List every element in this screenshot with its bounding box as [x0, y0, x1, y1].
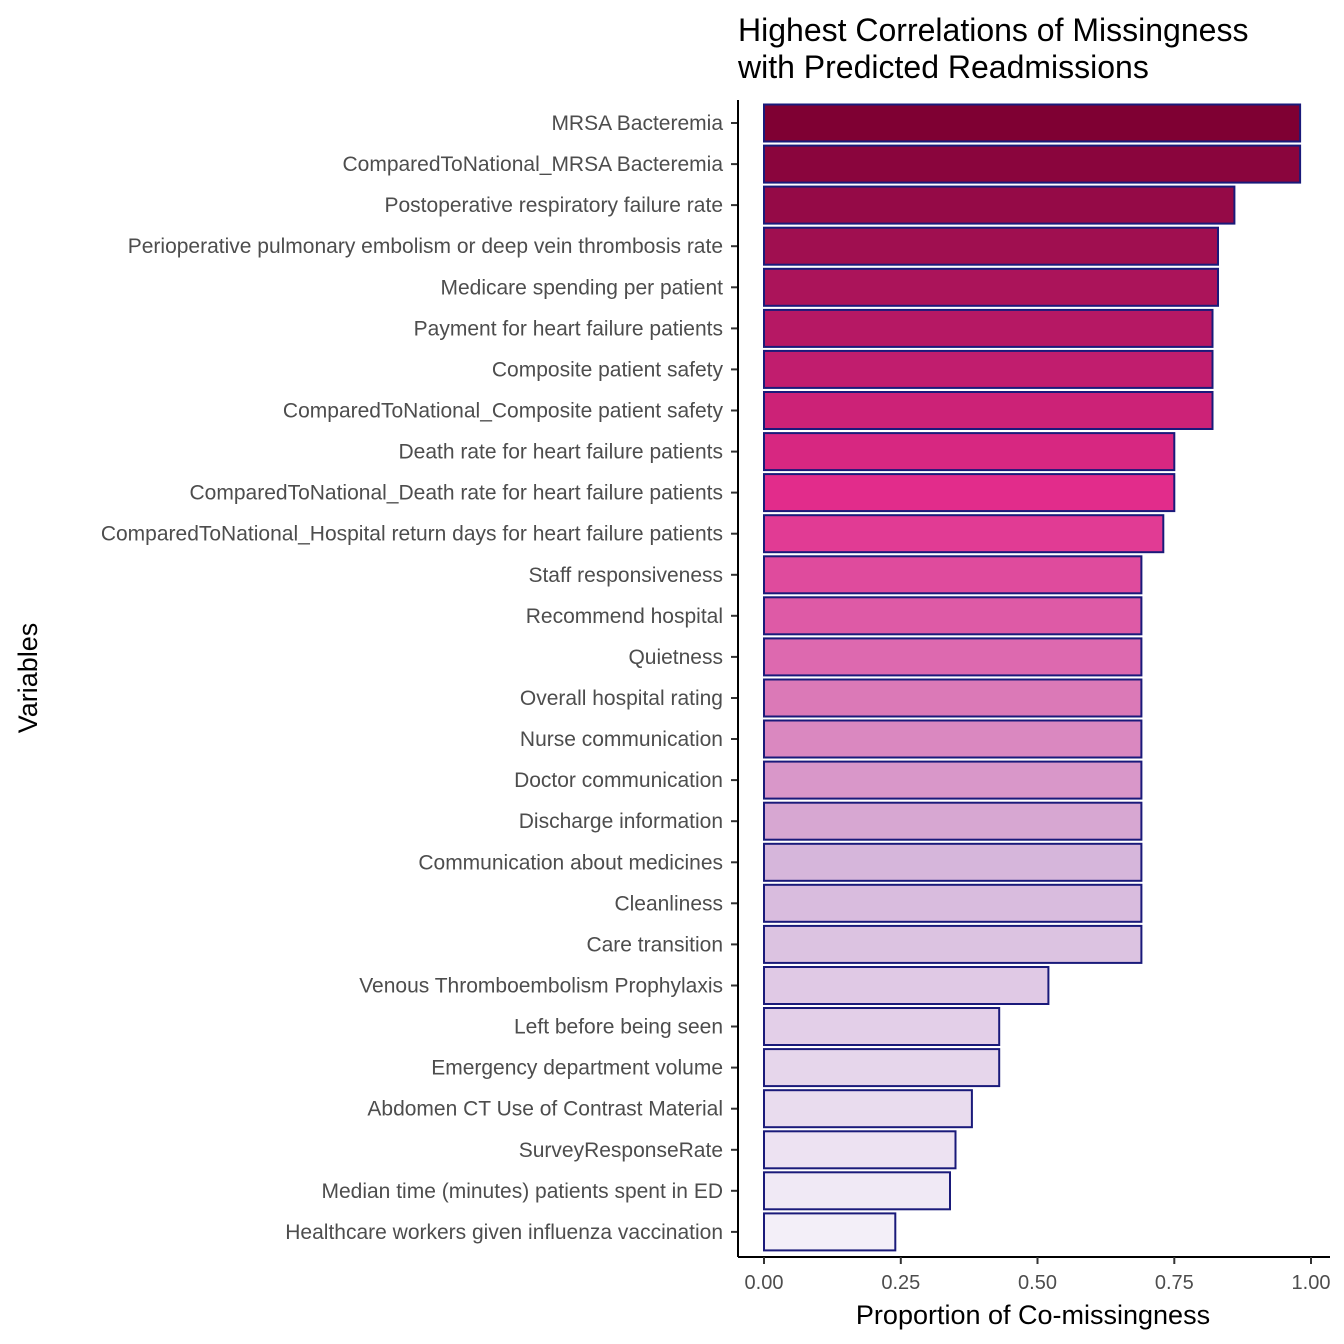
category-label: Staff responsiveness — [528, 564, 723, 587]
category-label: Quietness — [628, 646, 723, 669]
category-label: ComparedToNational_Composite patient saf… — [283, 400, 724, 423]
bar-22 — [763, 966, 1050, 1005]
category-label: Overall hospital rating — [520, 687, 723, 710]
bar-13 — [763, 596, 1143, 636]
category-label: ComparedToNational_Death rate for heart … — [190, 482, 723, 505]
bar-11 — [763, 514, 1165, 554]
category-label: Payment for heart failure patients — [414, 317, 723, 340]
bar-25 — [763, 1089, 973, 1129]
category-label: Medicare spending per patient — [440, 276, 723, 299]
bar-27 — [763, 1171, 951, 1211]
category-label: Cleanliness — [614, 892, 723, 915]
bar-21 — [763, 924, 1143, 964]
bar-26 — [763, 1130, 957, 1170]
y-axis-ticks — [731, 122, 738, 1233]
category-labels: MRSA Bacteremia ComparedToNational_MRSA B… — [101, 112, 724, 1244]
category-label: Emergency department volume — [431, 1057, 723, 1080]
bar-28 — [763, 1212, 897, 1252]
category-label: Communication about medicines — [418, 851, 723, 874]
bar-16 — [763, 719, 1143, 759]
bar-24 — [763, 1048, 1001, 1088]
chart-title-line-1: Highest Correlations of Missingness — [738, 12, 1248, 48]
bar-12 — [763, 555, 1143, 595]
category-label: Recommend hospital — [526, 605, 723, 628]
bar-7 — [763, 349, 1214, 389]
category-label: Composite patient safety — [492, 358, 724, 381]
x-tick-label: 0.25 — [881, 1272, 920, 1294]
category-label: Perioperative pulmonary embolism or deep… — [128, 235, 723, 258]
x-tick-label: 0.50 — [1018, 1272, 1057, 1294]
category-label: SurveyResponseRate — [519, 1139, 723, 1162]
category-label: Discharge information — [519, 810, 723, 833]
bar-5 — [763, 267, 1219, 307]
x-tick-label: 0.00 — [745, 1272, 784, 1294]
x-tick-label: 1.00 — [1292, 1272, 1331, 1294]
bar-2 — [763, 144, 1302, 184]
category-label: Care transition — [586, 933, 723, 956]
bar-17 — [763, 760, 1143, 800]
bar-6 — [763, 308, 1214, 348]
category-label: Healthcare workers given influenza vacci… — [285, 1221, 723, 1244]
category-label: MRSA Bacteremia — [551, 112, 723, 135]
bars-group — [763, 103, 1302, 1252]
x-axis-title: Proportion of Co-missingness — [856, 1300, 1210, 1330]
bar-8 — [763, 391, 1214, 430]
category-label: ComparedToNational_MRSA Bacteremia — [342, 153, 723, 176]
category-label: Nurse communication — [520, 728, 723, 751]
category-label: Left before being seen — [514, 1016, 723, 1039]
x-tick-label: 0.75 — [1155, 1272, 1194, 1294]
category-label: Postoperative respiratory failure rate — [385, 194, 724, 217]
bar-18 — [763, 801, 1143, 841]
category-label: Death rate for heart failure patients — [398, 441, 723, 464]
category-label: ComparedToNational_Hospital return days … — [101, 523, 723, 546]
bar-20 — [763, 883, 1143, 923]
bar-4 — [763, 226, 1219, 266]
bar-15 — [763, 678, 1143, 718]
category-label: Venous Thromboembolism Prophylaxis — [359, 975, 723, 998]
x-axis-ticks: 0.00 0.25 0.50 0.75 1.00 — [745, 1257, 1331, 1294]
bar-14 — [763, 637, 1143, 677]
category-label: Abdomen CT Use of Contrast Material — [367, 1098, 723, 1121]
bar-3 — [763, 185, 1236, 225]
category-label: Median time (minutes) patients spent in … — [321, 1180, 723, 1203]
bar-23 — [763, 1007, 1001, 1046]
bar-9 — [763, 432, 1176, 472]
category-label: Doctor communication — [514, 769, 723, 792]
bar-10 — [763, 473, 1176, 513]
y-axis-title: Variables — [13, 623, 43, 734]
chart-title-line-2: with Predicted Readmissions — [737, 49, 1149, 85]
bar-19 — [763, 842, 1143, 882]
bar-1 — [763, 103, 1302, 143]
